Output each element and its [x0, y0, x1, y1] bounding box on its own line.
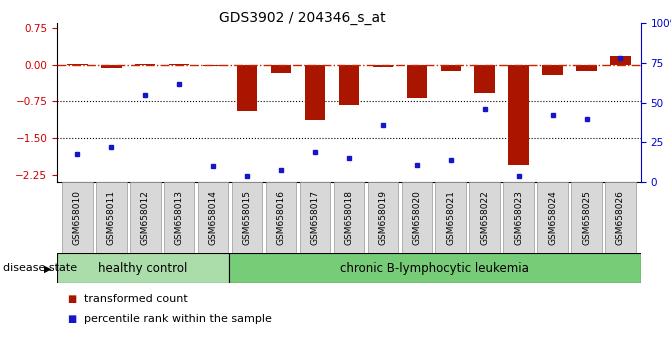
- Text: ▶: ▶: [44, 263, 52, 273]
- FancyBboxPatch shape: [57, 253, 229, 283]
- Bar: [203, 65, 223, 66]
- Bar: [509, 65, 529, 165]
- FancyBboxPatch shape: [503, 182, 534, 253]
- Text: chronic B-lymphocytic leukemia: chronic B-lymphocytic leukemia: [340, 262, 529, 275]
- Bar: [101, 65, 121, 68]
- FancyBboxPatch shape: [130, 182, 160, 253]
- FancyBboxPatch shape: [537, 182, 568, 253]
- Bar: [542, 65, 563, 75]
- Text: GSM658013: GSM658013: [174, 190, 184, 245]
- Text: percentile rank within the sample: percentile rank within the sample: [84, 314, 272, 324]
- FancyBboxPatch shape: [62, 182, 93, 253]
- Text: GSM658015: GSM658015: [243, 190, 252, 245]
- FancyBboxPatch shape: [96, 182, 127, 253]
- Text: ■: ■: [67, 314, 76, 324]
- Text: transformed count: transformed count: [84, 294, 188, 304]
- FancyBboxPatch shape: [198, 182, 228, 253]
- Text: GSM658021: GSM658021: [446, 190, 455, 245]
- FancyBboxPatch shape: [333, 182, 364, 253]
- Text: GSM658023: GSM658023: [514, 190, 523, 245]
- Text: GSM658017: GSM658017: [311, 190, 319, 245]
- Bar: [441, 65, 461, 70]
- Text: GDS3902 / 204346_s_at: GDS3902 / 204346_s_at: [219, 11, 385, 25]
- Text: GSM658011: GSM658011: [107, 190, 116, 245]
- Text: GSM658019: GSM658019: [378, 190, 387, 245]
- FancyBboxPatch shape: [435, 182, 466, 253]
- Bar: [67, 64, 88, 65]
- Text: GSM658026: GSM658026: [616, 190, 625, 245]
- Text: disease state: disease state: [3, 263, 77, 273]
- FancyBboxPatch shape: [229, 253, 641, 283]
- Text: GSM658022: GSM658022: [480, 190, 489, 245]
- Text: GSM658018: GSM658018: [344, 190, 354, 245]
- Bar: [610, 56, 631, 65]
- FancyBboxPatch shape: [470, 182, 500, 253]
- Text: GSM658025: GSM658025: [582, 190, 591, 245]
- Bar: [305, 65, 325, 120]
- FancyBboxPatch shape: [300, 182, 330, 253]
- Bar: [135, 64, 156, 65]
- Text: GSM658010: GSM658010: [73, 190, 82, 245]
- Bar: [339, 65, 359, 105]
- Bar: [407, 65, 427, 98]
- Bar: [271, 65, 291, 74]
- FancyBboxPatch shape: [266, 182, 297, 253]
- FancyBboxPatch shape: [231, 182, 262, 253]
- Text: GSM658016: GSM658016: [276, 190, 286, 245]
- Bar: [474, 65, 495, 93]
- Text: ■: ■: [67, 294, 76, 304]
- Bar: [576, 65, 597, 71]
- FancyBboxPatch shape: [164, 182, 195, 253]
- Text: healthy control: healthy control: [98, 262, 188, 275]
- Text: GSM658014: GSM658014: [209, 190, 217, 245]
- Text: GSM658024: GSM658024: [548, 190, 557, 245]
- FancyBboxPatch shape: [401, 182, 432, 253]
- FancyBboxPatch shape: [605, 182, 635, 253]
- FancyBboxPatch shape: [368, 182, 398, 253]
- Bar: [237, 65, 257, 111]
- Text: GSM658012: GSM658012: [141, 190, 150, 245]
- FancyBboxPatch shape: [571, 182, 602, 253]
- Bar: [372, 65, 393, 67]
- Text: GSM658020: GSM658020: [412, 190, 421, 245]
- Bar: [169, 64, 189, 65]
